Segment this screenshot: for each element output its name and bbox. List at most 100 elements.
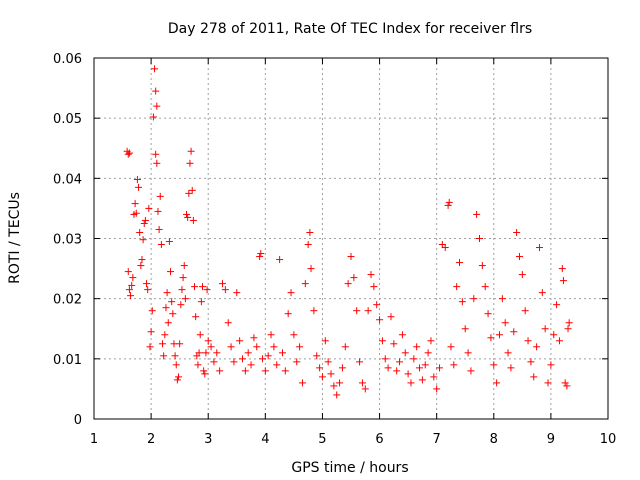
data-point <box>416 364 424 372</box>
data-point <box>453 283 461 291</box>
data-point <box>456 259 464 267</box>
data-point <box>518 271 526 279</box>
data-point <box>495 331 503 339</box>
x-tick-label: 5 <box>318 432 326 447</box>
data-point <box>347 253 355 261</box>
x-tick-label: 10 <box>600 432 617 447</box>
data-point <box>203 286 211 294</box>
data-point <box>296 343 304 351</box>
data-point <box>236 337 244 345</box>
data-point <box>307 265 315 273</box>
data-point <box>507 364 515 372</box>
y-tick-label: 0 <box>74 413 82 428</box>
data-point <box>152 87 160 95</box>
data-point <box>163 289 171 297</box>
data-point <box>430 373 438 381</box>
data-point <box>304 241 312 249</box>
data-point <box>186 159 194 167</box>
chart-title: Day 278 of 2011, Rate Of TEC Index for r… <box>168 21 532 37</box>
data-point <box>261 367 269 375</box>
data-point <box>128 281 136 289</box>
data-point <box>478 262 486 270</box>
data-point <box>318 373 326 381</box>
data-point <box>361 385 369 393</box>
data-point <box>213 349 221 357</box>
data-point <box>458 298 466 306</box>
data-point <box>181 295 189 303</box>
data-point <box>153 102 161 110</box>
data-point <box>162 304 170 312</box>
data-points <box>123 65 573 399</box>
data-point <box>407 379 415 387</box>
data-point <box>141 216 149 224</box>
data-point <box>140 219 148 227</box>
data-point <box>200 367 208 375</box>
data-point <box>316 364 324 372</box>
y-tick-label: 0.03 <box>53 233 82 248</box>
data-point <box>530 373 538 381</box>
data-point <box>401 349 409 357</box>
data-point <box>256 253 264 261</box>
data-point <box>173 376 181 384</box>
data-point <box>515 253 523 261</box>
data-point <box>438 241 446 249</box>
data-point <box>370 283 378 291</box>
data-point <box>393 367 401 375</box>
data-point <box>160 352 168 360</box>
data-point <box>490 361 498 369</box>
data-point <box>367 271 375 279</box>
data-point <box>287 289 295 297</box>
data-point <box>129 274 137 282</box>
data-point <box>278 349 286 357</box>
data-point <box>125 149 133 157</box>
data-point <box>201 370 209 378</box>
x-tick-label: 4 <box>261 432 269 447</box>
data-point <box>244 349 252 357</box>
data-point <box>250 334 258 342</box>
x-tick-label: 8 <box>490 432 498 447</box>
data-point <box>324 358 332 366</box>
data-point <box>202 349 210 357</box>
data-point <box>230 358 238 366</box>
data-point <box>161 331 169 339</box>
data-point <box>172 361 180 369</box>
data-point <box>427 337 435 345</box>
data-point <box>413 343 421 351</box>
data-point <box>164 319 172 327</box>
x-tick-label: 7 <box>433 432 441 447</box>
data-point <box>341 343 349 351</box>
y-tick-label: 0.06 <box>53 52 82 67</box>
data-point <box>527 358 535 366</box>
data-point <box>185 189 193 197</box>
data-point <box>137 262 145 270</box>
data-point <box>293 358 301 366</box>
y-tick-label: 0.04 <box>53 172 82 187</box>
data-point <box>192 313 200 321</box>
data-point <box>378 337 386 345</box>
data-point <box>196 331 204 339</box>
data-point <box>136 228 144 236</box>
data-point <box>146 343 154 351</box>
y-tick-label: 0.01 <box>53 353 82 368</box>
data-point <box>418 376 426 384</box>
data-point <box>461 325 469 333</box>
data-point <box>253 343 261 351</box>
data-point <box>524 337 532 345</box>
data-point <box>189 216 197 224</box>
data-point <box>171 352 179 360</box>
data-point <box>149 113 157 121</box>
data-point <box>338 364 346 372</box>
data-point <box>151 65 159 73</box>
data-point <box>147 328 155 336</box>
data-point <box>473 210 481 218</box>
data-point <box>563 382 571 390</box>
data-point <box>501 319 509 327</box>
plot-frame <box>93 57 609 420</box>
data-point <box>124 268 132 276</box>
data-point <box>184 213 192 221</box>
data-point <box>445 198 453 206</box>
data-point <box>544 379 552 387</box>
data-point <box>125 286 133 294</box>
data-point <box>194 361 202 369</box>
data-point <box>504 349 512 357</box>
